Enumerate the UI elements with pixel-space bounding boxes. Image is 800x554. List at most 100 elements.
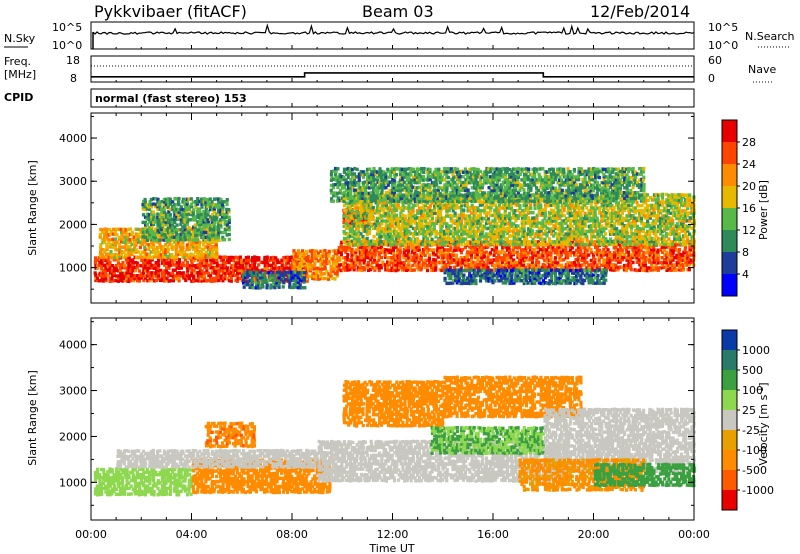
power-cell bbox=[112, 266, 116, 270]
power-cell bbox=[543, 263, 547, 268]
power-cell bbox=[413, 226, 418, 231]
power-cell bbox=[172, 245, 176, 249]
power-cell bbox=[147, 205, 151, 209]
power-cell bbox=[452, 258, 457, 262]
power-cell bbox=[543, 251, 547, 255]
power-cell bbox=[162, 223, 166, 227]
power-cell bbox=[379, 263, 383, 268]
power-cell bbox=[174, 242, 179, 246]
power-cell bbox=[337, 268, 341, 272]
power-cell bbox=[115, 248, 120, 252]
power-cell bbox=[559, 250, 564, 254]
power-cell bbox=[141, 235, 145, 239]
power-cell bbox=[359, 218, 363, 222]
power-cell bbox=[416, 216, 420, 220]
power-cell bbox=[434, 219, 438, 223]
power-cell bbox=[223, 264, 227, 268]
power-cell bbox=[165, 271, 169, 275]
power-cell bbox=[480, 253, 484, 257]
power-cell bbox=[417, 260, 421, 264]
power-cell bbox=[356, 221, 361, 225]
power-cell bbox=[311, 256, 315, 260]
power-cell bbox=[211, 261, 215, 265]
power-cell bbox=[499, 240, 503, 244]
power-cell bbox=[327, 254, 331, 258]
power-cell bbox=[543, 211, 547, 215]
power-cell bbox=[409, 196, 414, 200]
power-cell bbox=[317, 259, 321, 263]
power-cell bbox=[627, 265, 631, 270]
power-cell bbox=[575, 252, 579, 257]
power-cell bbox=[221, 279, 225, 283]
power-cell bbox=[217, 197, 221, 201]
power-cell bbox=[407, 237, 411, 241]
power-cell bbox=[520, 213, 524, 217]
power-cell bbox=[240, 265, 244, 270]
power-cell bbox=[514, 231, 518, 236]
power-cell bbox=[447, 263, 451, 267]
power-cell bbox=[344, 210, 348, 215]
power-cell bbox=[195, 235, 199, 239]
power-cell bbox=[205, 266, 209, 270]
power-cell bbox=[344, 226, 349, 230]
power-cell bbox=[153, 255, 157, 259]
power-cell bbox=[192, 213, 196, 217]
power-cell bbox=[583, 248, 587, 252]
power-cell bbox=[556, 222, 560, 226]
power-cell bbox=[118, 268, 122, 273]
power-cell bbox=[513, 265, 517, 270]
power-cell bbox=[206, 213, 210, 217]
power-cell bbox=[539, 237, 543, 241]
power-cell bbox=[608, 258, 612, 262]
power-cell bbox=[405, 263, 409, 268]
power-cell bbox=[420, 231, 424, 236]
power-cell bbox=[556, 206, 560, 210]
power-cell bbox=[481, 203, 485, 207]
power-cell bbox=[487, 234, 491, 239]
power-cell bbox=[401, 203, 405, 207]
power-cell bbox=[156, 255, 160, 259]
power-cell bbox=[323, 267, 327, 271]
power-cell bbox=[423, 245, 427, 249]
power-cell bbox=[165, 212, 169, 216]
power-cell bbox=[204, 202, 208, 206]
power-cell bbox=[329, 271, 333, 276]
power-cell bbox=[681, 268, 686, 272]
power-cell bbox=[164, 235, 168, 240]
power-cell bbox=[560, 205, 564, 210]
power-cell bbox=[359, 221, 363, 226]
power-cell bbox=[537, 245, 541, 250]
power-cell bbox=[499, 242, 503, 246]
power-cell bbox=[375, 237, 380, 241]
power-cell bbox=[346, 205, 350, 210]
power-cell bbox=[124, 243, 128, 247]
power-cell bbox=[681, 265, 685, 270]
power-cell bbox=[436, 260, 440, 264]
power-cell bbox=[679, 260, 683, 265]
power-cell bbox=[104, 237, 109, 241]
power-cell bbox=[392, 253, 396, 258]
power-cell bbox=[367, 219, 371, 223]
power-cell bbox=[455, 224, 460, 228]
power-cell bbox=[492, 263, 496, 267]
power-cell bbox=[446, 250, 450, 255]
power-cell bbox=[366, 265, 370, 270]
power-cell bbox=[355, 234, 359, 238]
power-cell bbox=[493, 258, 497, 262]
power-cell bbox=[348, 206, 352, 211]
power-cell bbox=[583, 245, 587, 250]
power-cell bbox=[419, 251, 423, 255]
power-cell bbox=[155, 274, 159, 278]
power-cell bbox=[398, 216, 403, 221]
power-cell bbox=[174, 207, 179, 211]
power-cell bbox=[300, 256, 304, 261]
power-cell bbox=[156, 207, 160, 212]
power-cell bbox=[439, 214, 443, 218]
power-cell bbox=[344, 250, 348, 254]
power-cell bbox=[394, 263, 398, 267]
power-cell bbox=[657, 266, 661, 270]
power-cell bbox=[354, 257, 358, 262]
power-cell bbox=[562, 242, 566, 246]
beam-title: Beam 03 bbox=[362, 2, 434, 21]
power-cell bbox=[690, 253, 694, 257]
